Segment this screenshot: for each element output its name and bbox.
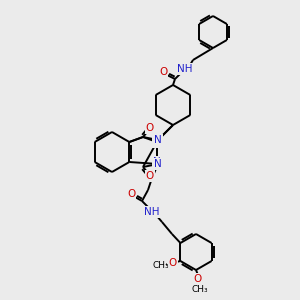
Text: NH: NH [144,207,160,217]
Text: O: O [194,274,202,284]
Text: O: O [159,67,167,77]
Text: O: O [146,123,154,133]
Text: N: N [153,137,161,147]
Text: N: N [153,157,161,167]
Text: NH: NH [177,64,193,74]
Text: O: O [146,171,154,181]
Text: CH₃: CH₃ [152,262,169,271]
Text: O: O [127,189,135,199]
Text: N: N [154,159,162,169]
Text: N: N [154,137,162,147]
Text: O: O [168,258,176,268]
Text: CH₃: CH₃ [192,284,208,293]
Text: N: N [154,135,162,145]
